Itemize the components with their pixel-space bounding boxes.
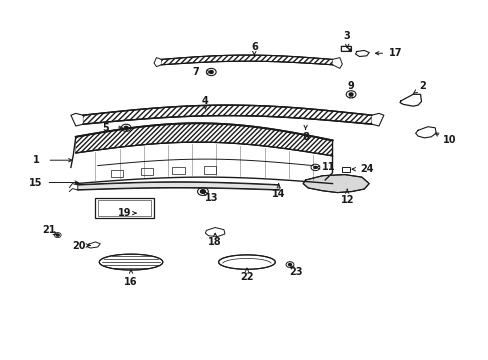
Text: 2: 2 [419,81,426,91]
Text: 5: 5 [102,123,108,133]
Text: 13: 13 [204,193,218,203]
Text: 16: 16 [124,276,138,287]
Polygon shape [218,255,275,269]
Polygon shape [303,175,368,193]
Circle shape [200,190,205,193]
Text: 9: 9 [347,81,354,91]
Circle shape [124,126,128,129]
Text: 19: 19 [118,208,131,218]
Text: 24: 24 [359,164,373,174]
Text: 22: 22 [240,272,253,282]
Text: 3: 3 [343,31,350,41]
Circle shape [313,166,316,168]
Text: 10: 10 [442,135,456,145]
Bar [98,200,151,216]
Text: 21: 21 [42,225,56,235]
Polygon shape [205,228,224,237]
Circle shape [288,264,291,266]
Bar [204,166,216,174]
Text: 8: 8 [302,132,308,142]
Text: 7: 7 [192,67,199,77]
Bar [342,167,349,172]
Circle shape [56,234,59,236]
Text: 18: 18 [208,237,222,247]
Bar [95,198,154,218]
Text: 14: 14 [271,189,285,199]
Bar [141,168,153,175]
Bar [111,170,123,177]
Bar [172,167,184,174]
Text: 12: 12 [340,195,353,205]
Text: 11: 11 [321,162,335,172]
Text: 15: 15 [29,177,42,188]
Text: 17: 17 [388,48,402,58]
Text: 23: 23 [288,267,302,277]
Circle shape [209,71,213,73]
Bar [341,46,350,51]
Polygon shape [99,254,163,270]
Text: 4: 4 [202,96,208,106]
Circle shape [348,93,352,96]
Text: 6: 6 [250,42,257,52]
Text: 1: 1 [33,155,40,165]
Text: 20: 20 [72,240,86,251]
